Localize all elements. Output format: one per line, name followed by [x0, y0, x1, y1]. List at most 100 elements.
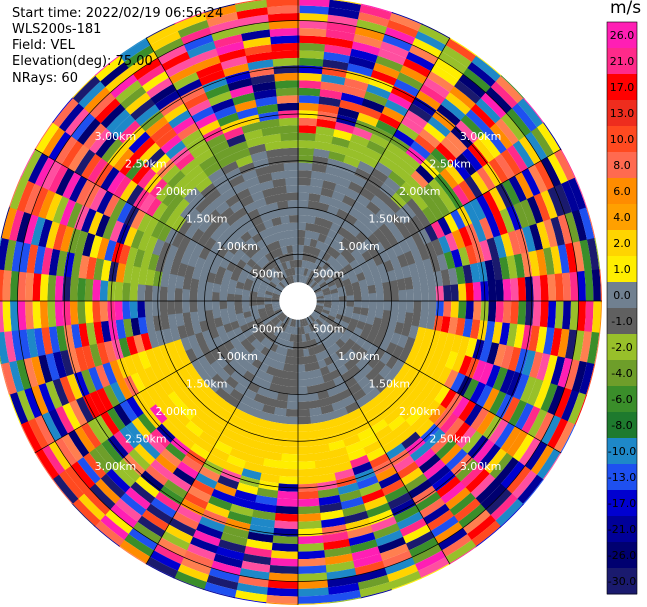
radar-gate [69, 276, 79, 301]
radar-gate [314, 458, 333, 469]
radar-gate [144, 284, 153, 301]
radar-gate [297, 319, 301, 328]
radar-gate [203, 351, 217, 365]
radar-gate [235, 154, 254, 168]
radar-gate [224, 394, 240, 408]
radar-gate [298, 244, 305, 253]
radar-gate [309, 354, 318, 364]
radar-gate [357, 160, 376, 176]
radar-gate [286, 393, 298, 403]
radar-gate [458, 180, 477, 203]
radar-gate [202, 424, 222, 441]
radar-gate [270, 421, 286, 432]
radar-gate [508, 175, 528, 204]
radar-gate [289, 214, 299, 223]
radar-gate [148, 252, 160, 271]
radar-gate [262, 372, 274, 383]
radar-gate [378, 543, 409, 562]
radar-gate [179, 425, 200, 444]
radar-gate [119, 179, 139, 202]
radar-gate [342, 85, 368, 99]
radar-gate [270, 35, 300, 45]
radar-gate [479, 239, 493, 263]
radar-gate [430, 346, 444, 365]
radar-gate [478, 362, 494, 386]
radar-gate [392, 505, 420, 524]
radar-gate [437, 348, 451, 368]
radar-gate [196, 289, 206, 301]
radar-gate [487, 418, 509, 445]
radar-gate [434, 438, 457, 461]
radar-gate [317, 103, 341, 115]
radar-gate [333, 183, 349, 196]
radar-gate [481, 415, 503, 441]
ring-label: 2.00km [399, 405, 441, 418]
radar-gate [317, 267, 326, 277]
radar-gate [124, 421, 146, 444]
radar-gate [285, 260, 292, 269]
radar-gate [70, 460, 96, 489]
radar-gate [78, 322, 90, 347]
radar-gate [51, 477, 73, 505]
radar-gate [488, 158, 510, 185]
colorbar-tick-label: 1.0 [613, 263, 631, 276]
radar-gate [84, 86, 112, 114]
radar-gate [335, 382, 349, 394]
radar-gate [151, 380, 168, 400]
radar-gate [482, 190, 501, 216]
radar-gate [425, 509, 455, 532]
radar-gate [223, 225, 236, 239]
radar-gate [206, 133, 228, 149]
radar-gate [296, 557, 326, 567]
radar-gate [298, 162, 314, 171]
radar-gate [175, 312, 185, 327]
radar-gate [103, 339, 117, 363]
radar-gate [253, 197, 268, 209]
radar-gate [355, 320, 366, 331]
radar-gate [328, 325, 338, 334]
radar-gate [379, 250, 391, 264]
radar-gate [298, 0, 332, 8]
radar-gate [242, 370, 255, 382]
radar-gate [419, 84, 447, 106]
radar-gate [462, 318, 473, 339]
radar-gate [423, 77, 451, 100]
radar-gate [383, 176, 402, 194]
radar-gate [528, 250, 540, 278]
radar-gate [476, 166, 497, 192]
radar-gate [562, 272, 572, 303]
radar-gate [240, 231, 253, 243]
radar-gate [315, 352, 324, 362]
radar-gate [309, 279, 316, 288]
radar-gate [223, 250, 235, 262]
radar-gate [505, 371, 523, 398]
radar-gate [225, 193, 241, 208]
radar-gate [296, 580, 329, 590]
radar-gate [356, 243, 368, 256]
radar-gate [546, 418, 568, 451]
radar-gate [180, 26, 213, 45]
radar-gate [277, 330, 285, 339]
radar-gate [327, 280, 336, 288]
radar-gate [500, 113, 526, 142]
radar-gate [307, 208, 318, 217]
radar-gate [275, 361, 285, 371]
radar-gate [171, 353, 185, 371]
radar-gate [282, 363, 292, 372]
radar-gate [252, 329, 262, 339]
radar-gate [418, 497, 446, 519]
radar-gate [512, 433, 535, 463]
radar-gate [331, 296, 340, 302]
radar-gate [166, 244, 179, 261]
radar-gate [52, 96, 74, 123]
radar-gate [334, 263, 344, 273]
radar-gate [495, 279, 504, 303]
radar-gate [10, 269, 20, 301]
radar-gate [283, 230, 292, 239]
radar-gate [281, 446, 298, 455]
radar-gate [386, 492, 413, 510]
radar-gate [298, 170, 313, 179]
radar-gate [104, 238, 117, 262]
radar-gate [269, 343, 279, 353]
radar-gate [139, 192, 157, 214]
